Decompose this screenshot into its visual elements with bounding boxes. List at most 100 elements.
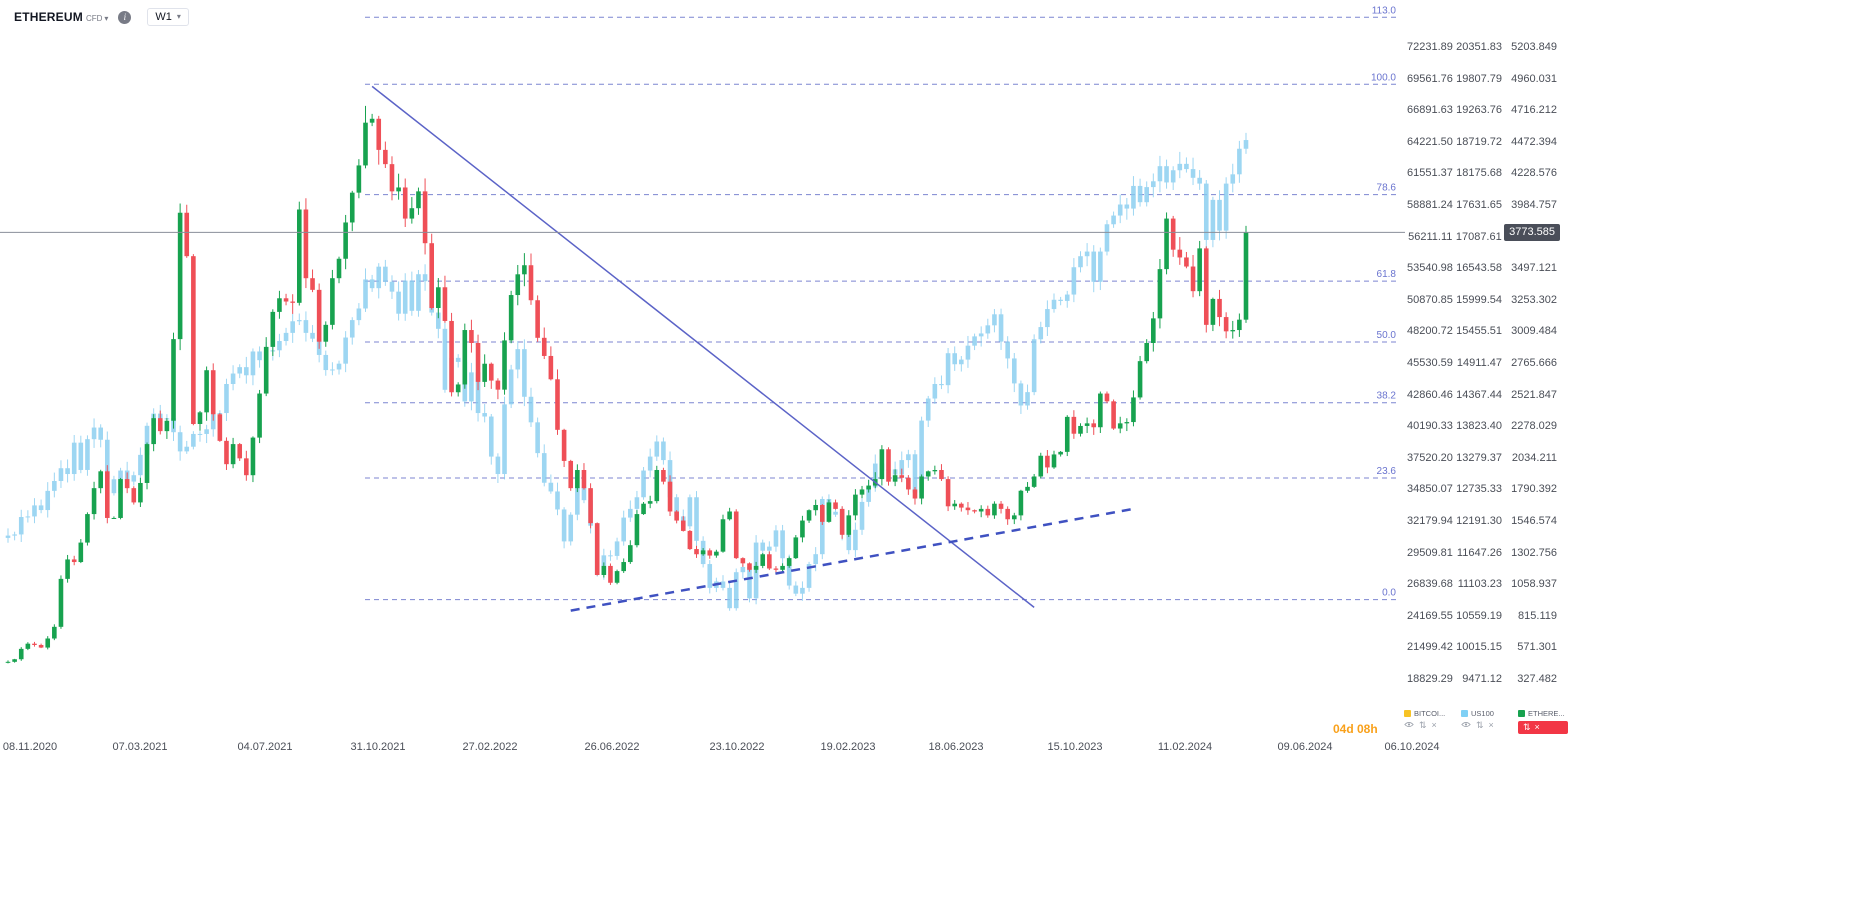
- downtrend-line[interactable]: [371, 85, 1035, 608]
- legend-item-bitcoin[interactable]: BITCOI...: [1404, 709, 1454, 718]
- price-axis-row: 61551.37 18175.68 4228.576: [1407, 167, 1557, 179]
- price-tick: 571.301: [1517, 641, 1557, 654]
- price-axis-row: 21499.42 10015.15 571.301: [1407, 641, 1557, 653]
- price-tick: 18175.68: [1456, 167, 1502, 180]
- visibility-icon[interactable]: [1404, 721, 1414, 730]
- svg-text:78.6: 78.6: [1377, 183, 1397, 194]
- swap-scale-icon[interactable]: ⇅: [1419, 720, 1427, 730]
- svg-text:23.6: 23.6: [1377, 466, 1397, 477]
- price-tick: 61551.37: [1407, 167, 1453, 180]
- price-tick: 12735.33: [1456, 483, 1502, 496]
- active-instrument-badge[interactable]: ⇅ ×: [1518, 721, 1568, 734]
- time-tick: 04.07.2021: [237, 741, 293, 753]
- price-tick: 4716.212: [1511, 104, 1557, 117]
- price-tick: 69561.76: [1407, 72, 1453, 85]
- price-tick: 50870.85: [1407, 293, 1453, 306]
- price-axis-row: 37520.20 13279.37 2034.211: [1407, 452, 1557, 464]
- price-tick: 1058.937: [1511, 578, 1557, 591]
- price-tick: 24169.55: [1407, 609, 1453, 622]
- legend-item-us100[interactable]: US100: [1461, 709, 1511, 718]
- timeframe-select[interactable]: W1 ▾: [147, 8, 189, 26]
- bitcoin-color-swatch: [1404, 710, 1411, 717]
- ethereum-color-swatch: [1518, 710, 1525, 717]
- price-tick: 13823.40: [1456, 420, 1502, 433]
- price-tick: 815.119: [1518, 609, 1557, 622]
- price-tick: 11103.23: [1457, 578, 1502, 591]
- svg-text:113.0: 113.0: [1372, 5, 1397, 16]
- price-tick: 4472.394: [1511, 135, 1557, 148]
- price-tick: 1546.574: [1511, 515, 1557, 527]
- visibility-icon[interactable]: [1461, 721, 1471, 730]
- time-tick: 26.06.2022: [584, 741, 640, 753]
- price-axis-row: 34850.07 12735.33 1790.392: [1407, 483, 1557, 495]
- time-tick: 31.10.2021: [350, 741, 406, 753]
- price-tick: 32179.94: [1407, 515, 1453, 527]
- price-axis-row: 32179.94 12191.30 1546.574: [1407, 515, 1557, 527]
- price-axis[interactable]: 72231.89 20351.83 5203.849 69561.76 19807.79…: [0, 0, 1866, 760]
- price-tick: 45530.59: [1407, 357, 1453, 369]
- price-axis-row: 58881.24 17631.65 3984.757: [1407, 199, 1557, 211]
- price-axis-row: 18829.29 9471.12 327.482: [1407, 673, 1557, 685]
- price-tick: 40190.33: [1407, 420, 1453, 433]
- close-icon[interactable]: ×: [1488, 720, 1494, 730]
- ethereum-candles[interactable]: [5, 105, 1249, 664]
- price-axis-row: 56211.11 17087.61: [1407, 231, 1557, 243]
- fib-retracement[interactable]: [365, 16, 1396, 601]
- price-axis-row: 40190.33 13823.40 2278.029: [1407, 420, 1557, 432]
- close-icon[interactable]: ×: [1431, 720, 1437, 730]
- fib-labels: 113.0 100.0 78.6 61.8 50.0 38.2 23.6 0.0: [1371, 5, 1396, 598]
- time-tick: 06.10.2024: [1384, 741, 1440, 753]
- instrument-type-label: CFD: [85, 14, 103, 23]
- price-tick: 2521.847: [1511, 388, 1557, 401]
- time-tick: 23.10.2022: [709, 741, 765, 753]
- legend-label: ETHERE...: [1528, 709, 1565, 718]
- price-tick: 19263.76: [1456, 104, 1502, 117]
- time-tick: 11.02.2024: [1157, 741, 1213, 753]
- price-axis-row: 42860.46 14367.44 2521.847: [1407, 389, 1557, 401]
- symbol-button[interactable]: ETHEREUM CFD ▾: [14, 10, 108, 24]
- info-icon[interactable]: i: [118, 10, 132, 24]
- price-tick: 64221.50: [1407, 135, 1453, 148]
- price-tick: 58881.24: [1407, 199, 1453, 211]
- svg-text:0.0: 0.0: [1382, 588, 1396, 599]
- price-tick: 9471.12: [1462, 673, 1502, 685]
- us100-color-swatch: [1461, 710, 1468, 717]
- close-icon[interactable]: ×: [1534, 722, 1540, 732]
- legend-chip-ethereum: ETHERE... ⇅ ×: [1518, 709, 1568, 734]
- time-axis[interactable]: 08.11.2020 07.03.2021 04.07.2021 31.10.2021…: [0, 0, 1866, 760]
- price-tick: 10015.15: [1456, 641, 1502, 654]
- price-axis-row: 29509.81 11647.26 1302.756: [1407, 547, 1557, 559]
- price-chart[interactable]: 113.0 100.0 78.6 61.8 50.0 38.2 23.6 0.0: [0, 0, 1405, 760]
- price-axis-row: 69561.76 19807.79 4960.031: [1407, 73, 1557, 85]
- price-tick: 15999.54: [1456, 293, 1502, 306]
- price-tick: 48200.72: [1407, 325, 1453, 338]
- time-tick: 15.10.2023: [1047, 741, 1103, 753]
- price-axis-row: 53540.98 16543.58 3497.121: [1407, 262, 1557, 274]
- price-axis-row: 45530.59 14911.47 2765.666: [1407, 357, 1557, 369]
- legend-label: BITCOI...: [1414, 709, 1446, 718]
- price-tick: 4960.031: [1511, 72, 1557, 85]
- price-tick: 18719.72: [1456, 135, 1502, 148]
- price-tick: 2034.211: [1511, 451, 1557, 464]
- legend-chip-us100: US100 ⇅ ×: [1461, 709, 1511, 734]
- time-tick: 18.06.2023: [928, 741, 984, 753]
- settings-sliders-icon[interactable]: ⇅: [1523, 722, 1531, 732]
- price-axis-row: 66891.63 19263.76 4716.212: [1407, 104, 1557, 116]
- price-tick: 34850.07: [1407, 483, 1453, 496]
- price-tick: 19807.79: [1456, 72, 1502, 85]
- price-tick: 13279.37: [1456, 451, 1502, 464]
- price-tick: 56211.11: [1408, 230, 1453, 243]
- swap-scale-icon[interactable]: ⇅: [1476, 720, 1484, 730]
- price-axis-row: 48200.72 15455.51 3009.484: [1407, 325, 1557, 337]
- legend-label: US100: [1471, 709, 1494, 718]
- chevron-down-icon: ▾: [176, 12, 181, 21]
- price-tick: 21499.42: [1407, 641, 1453, 654]
- time-tick: 07.03.2021: [112, 741, 168, 753]
- legend-item-ethereum[interactable]: ETHERE...: [1518, 709, 1568, 718]
- price-tick: 18829.29: [1407, 673, 1453, 685]
- svg-text:61.8: 61.8: [1377, 269, 1397, 280]
- bar-countdown: 04d 08h: [1333, 722, 1378, 736]
- price-axis-row: 26839.68 11103.23 1058.937: [1407, 578, 1557, 590]
- price-tick: 5203.849: [1511, 41, 1557, 53]
